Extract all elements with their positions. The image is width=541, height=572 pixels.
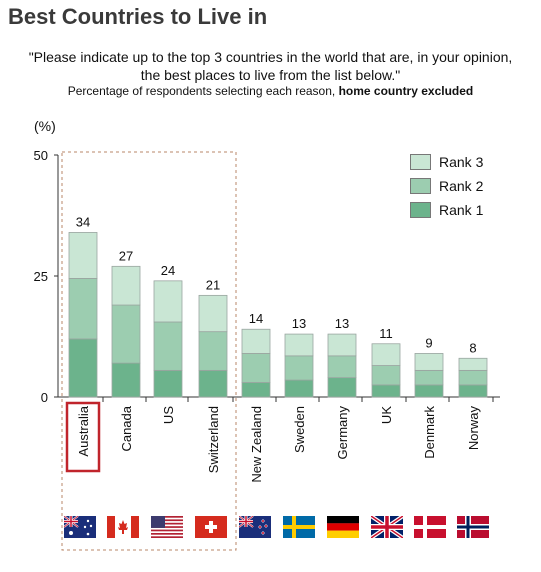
y-tick-label: 50 (34, 148, 48, 163)
bar-segment-rank-3 (371, 343, 401, 366)
bar-segment-rank-3 (111, 265, 141, 306)
denmark-flag (414, 516, 446, 538)
bar-segment-rank-2 (371, 365, 401, 386)
bar-segment-rank-1 (458, 384, 488, 398)
x-tick-label: Sweden (292, 406, 307, 453)
bar-segment-rank-3 (327, 333, 357, 357)
bar-segment-rank-1 (198, 369, 228, 398)
bar-segment-rank-2 (414, 369, 444, 386)
bar-segment-rank-1 (68, 338, 98, 398)
highlight-dashed-box (61, 151, 237, 551)
bar-total-label: 27 (119, 248, 133, 263)
bar-total-label: 24 (161, 263, 175, 278)
australia-flag (64, 516, 96, 538)
page-title: Best Countries to Live in (8, 4, 268, 29)
bar-segment-rank-2 (327, 355, 357, 379)
bar-segment-rank-2 (198, 331, 228, 371)
legend: Rank 3 Rank 2 Rank 1 (410, 150, 483, 222)
legend-swatch-rank2 (410, 178, 431, 194)
x-tick-label: Germany (335, 406, 350, 460)
bar-total-label: 14 (249, 311, 263, 326)
bar-segment-rank-2 (153, 321, 183, 371)
highlight-label-box (65, 401, 101, 473)
legend-item-rank3: Rank 3 (410, 150, 483, 174)
x-tick-label: Australia (76, 405, 91, 456)
bar-total-label: 9 (425, 335, 432, 350)
bar-total-label: 11 (379, 326, 393, 341)
bar-segment-rank-1 (153, 369, 183, 398)
bar-segment-rank-2 (68, 278, 98, 340)
bar-segment-rank-1 (111, 362, 141, 398)
uk-flag (371, 516, 403, 538)
question-line-2: the best places to live from the list be… (140, 67, 401, 83)
switzerland-flag (195, 516, 227, 538)
subtitle-prefix: Percentage of respondents selecting each… (67, 84, 339, 98)
germany-flag (327, 516, 359, 538)
legend-swatch-rank3 (410, 154, 431, 170)
bar-segment-rank-1 (371, 384, 401, 398)
norway-flag (457, 516, 489, 538)
bar-segment-rank-3 (414, 353, 444, 371)
bar-total-label: 13 (292, 316, 306, 331)
x-tick-label: New Zealand (249, 406, 264, 483)
bar-segment-rank-3 (68, 232, 98, 279)
subtitle: Percentage of respondents selecting each… (0, 84, 541, 98)
bar-segment-rank-2 (458, 369, 488, 386)
bar-segment-rank-1 (241, 382, 271, 398)
bar-segment-rank-3 (198, 294, 228, 333)
bar-segment-rank-3 (458, 357, 488, 371)
bar-segment-rank-2 (241, 353, 271, 383)
x-tick-label: US (161, 406, 176, 424)
x-tick-label: Norway (466, 406, 481, 451)
bar-segment-rank-3 (153, 280, 183, 323)
x-tick-label: Switzerland (206, 406, 221, 473)
y-tick-label: 25 (34, 269, 48, 284)
x-tick-label: Canada (119, 405, 134, 451)
bar-total-label: 8 (469, 340, 476, 355)
legend-label-rank2: Rank 2 (439, 178, 484, 194)
legend-swatch-rank1 (410, 202, 431, 218)
bar-segment-rank-3 (241, 328, 271, 354)
bar-segment-rank-2 (284, 355, 314, 381)
bar-segment-rank-3 (284, 333, 314, 357)
subtitle-bold: home country excluded (338, 84, 474, 98)
us-flag (151, 516, 183, 538)
sweden-flag (283, 516, 315, 538)
bar-segment-rank-1 (414, 384, 444, 398)
canada-flag (107, 516, 139, 538)
bar-total-label: 34 (76, 214, 90, 229)
legend-item-rank2: Rank 2 (410, 174, 483, 198)
x-tick-label: UK (379, 406, 394, 424)
bar-segment-rank-2 (111, 304, 141, 364)
legend-label-rank1: Rank 1 (439, 202, 484, 218)
bar-segment-rank-1 (284, 379, 314, 398)
bar-total-label: 21 (206, 277, 220, 292)
question-line-1: "Please indicate up to the top 3 countri… (28, 49, 513, 65)
y-tick-label: 0 (41, 390, 48, 405)
bar-segment-rank-1 (327, 377, 357, 398)
x-tick-label: Denmark (422, 406, 437, 459)
new-zealand-flag (239, 516, 271, 538)
y-unit-label: (%) (34, 118, 56, 134)
bar-total-label: 13 (335, 316, 349, 331)
legend-item-rank1: Rank 1 (410, 198, 483, 222)
legend-label-rank3: Rank 3 (439, 154, 484, 170)
